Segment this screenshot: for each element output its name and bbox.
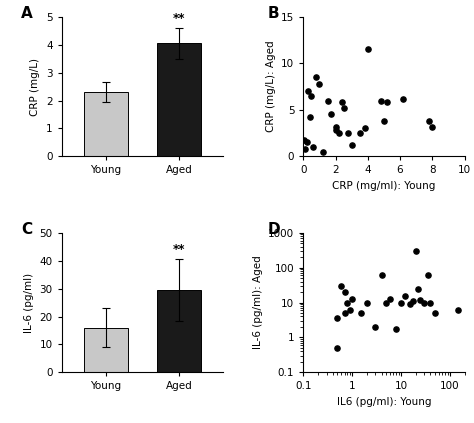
- Point: [378, 272, 385, 279]
- Text: C: C: [21, 222, 32, 237]
- Text: D: D: [268, 222, 281, 237]
- Point: [377, 97, 384, 104]
- Point: [410, 298, 417, 305]
- Point: [383, 299, 390, 306]
- Point: [380, 118, 388, 124]
- Bar: [83, 92, 128, 156]
- Point: [335, 130, 343, 137]
- Point: [338, 99, 346, 106]
- Point: [312, 74, 320, 81]
- Point: [319, 148, 327, 155]
- Text: A: A: [21, 6, 33, 21]
- Point: [301, 146, 309, 152]
- Point: [392, 326, 400, 333]
- Point: [309, 143, 317, 150]
- Point: [357, 310, 365, 316]
- Point: [417, 297, 424, 303]
- Point: [304, 88, 312, 95]
- Point: [383, 99, 391, 106]
- Point: [332, 127, 339, 134]
- Point: [345, 130, 352, 137]
- Point: [340, 104, 347, 111]
- Point: [420, 299, 428, 306]
- Point: [361, 125, 368, 132]
- Point: [301, 136, 308, 143]
- Bar: [157, 290, 201, 372]
- Point: [431, 310, 439, 316]
- Point: [334, 344, 341, 351]
- Point: [400, 95, 407, 102]
- Point: [306, 114, 314, 121]
- Point: [324, 97, 331, 104]
- Text: **: **: [173, 243, 185, 256]
- Point: [348, 295, 356, 302]
- Point: [363, 299, 371, 306]
- Text: B: B: [268, 6, 280, 21]
- Point: [412, 248, 419, 255]
- Y-axis label: IL-6 (pg/ml): IL-6 (pg/ml): [24, 272, 34, 332]
- Point: [364, 46, 372, 53]
- Point: [428, 123, 436, 130]
- Y-axis label: CRP (mg/L): CRP (mg/L): [30, 58, 40, 115]
- Point: [346, 307, 354, 314]
- Point: [386, 295, 394, 302]
- Point: [397, 299, 405, 306]
- Bar: [157, 44, 201, 156]
- Point: [337, 283, 345, 289]
- Point: [332, 123, 339, 130]
- Bar: [83, 328, 128, 372]
- Text: **: **: [173, 12, 185, 25]
- Point: [424, 272, 431, 279]
- Y-axis label: CRP (mg/L): Aged: CRP (mg/L): Aged: [265, 41, 275, 132]
- X-axis label: CRP (mg/ml): Young: CRP (mg/ml): Young: [332, 181, 436, 191]
- Point: [455, 307, 462, 314]
- Point: [372, 324, 379, 330]
- Point: [414, 286, 421, 292]
- Point: [303, 139, 310, 146]
- Point: [401, 293, 409, 300]
- Point: [334, 315, 341, 322]
- X-axis label: IL6 (pg/ml): Young: IL6 (pg/ml): Young: [337, 397, 431, 407]
- Y-axis label: IL-6 (pg/ml): Aged: IL-6 (pg/ml): Aged: [253, 255, 263, 349]
- Point: [327, 111, 335, 118]
- Point: [341, 310, 348, 316]
- Point: [425, 118, 433, 124]
- Point: [344, 299, 351, 306]
- Point: [348, 142, 356, 148]
- Point: [356, 130, 364, 137]
- Point: [308, 93, 315, 99]
- Point: [406, 301, 413, 308]
- Point: [316, 80, 323, 87]
- Point: [341, 289, 348, 296]
- Point: [427, 299, 434, 306]
